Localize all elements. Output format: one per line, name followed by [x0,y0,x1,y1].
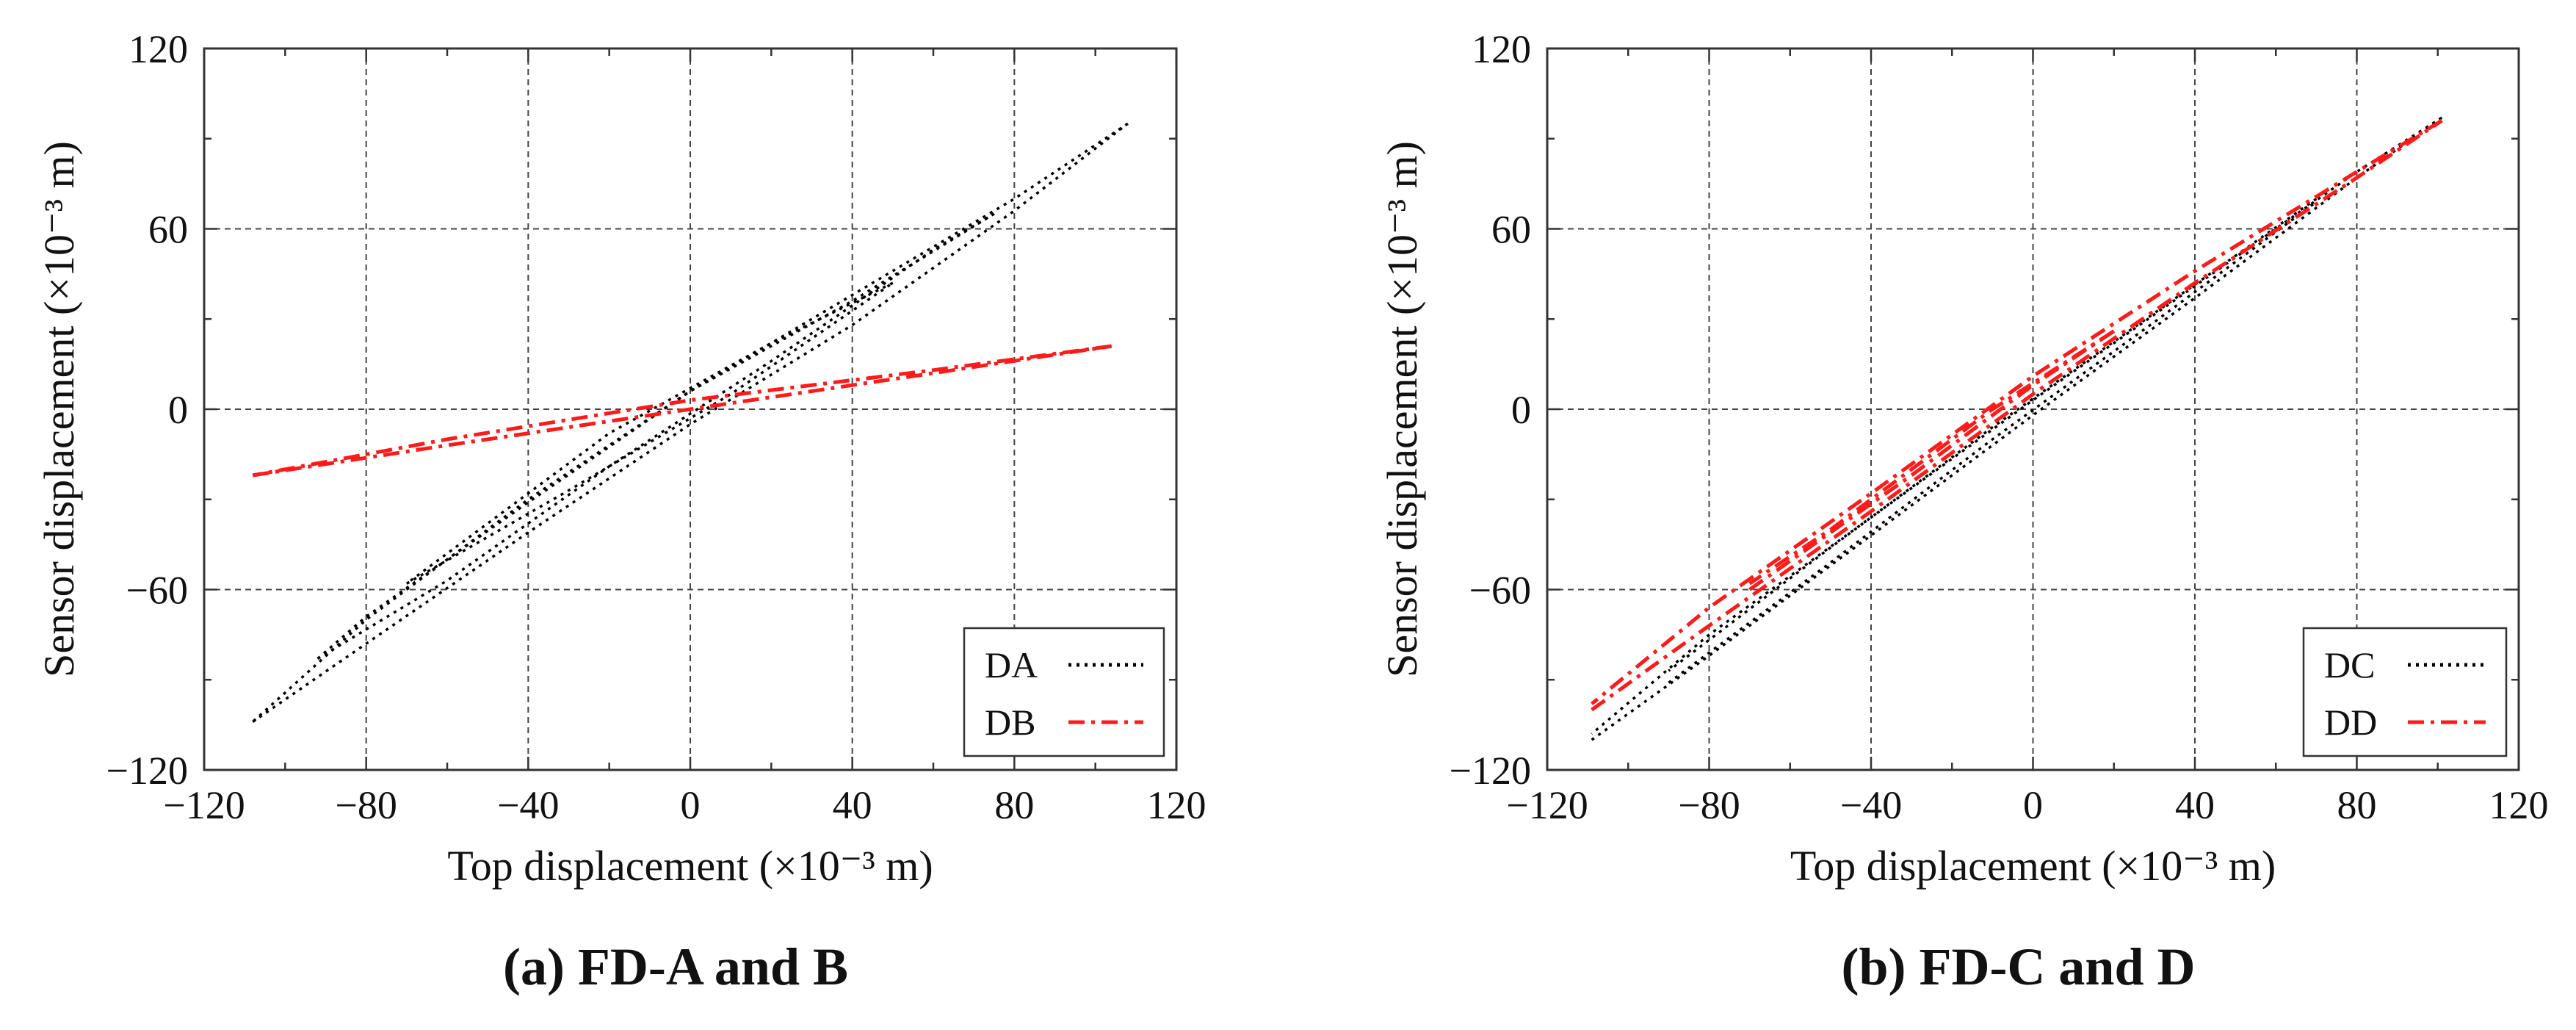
series-da-line [316,212,995,660]
x-tick-label: −120 [1506,783,1588,827]
series-dc-line [1668,201,2318,684]
legend-label-dd: DD [2324,702,2377,743]
y-tick-label: −60 [1469,569,1531,613]
legend-box [2302,627,2508,757]
x-tick-label: −80 [1678,783,1740,827]
series-dc-line [1668,198,2318,672]
x-tick-label: −120 [163,783,245,827]
series-da-line [252,122,1129,723]
y-tick-label: 120 [1472,27,1531,71]
series-dd-line [1591,119,2443,705]
x-tick-label: 80 [2337,783,2377,827]
chart-2: −120 −80 −40 0 40 80 120 −120 −60 0 60 120 Top displ… [1378,27,2549,996]
x-tick-label: 0 [681,783,701,827]
series-dd-line [1748,329,2116,591]
series-db-line [252,344,1112,478]
x-tick-label: 40 [2175,783,2215,827]
figure-caption: (b) FD-C and D [1841,937,2195,996]
x-tick-label: −80 [335,783,397,827]
series-dc-line [1591,116,2443,735]
y-axis-label: Sensor displacement (×10⁻³ m) [35,141,83,677]
figure-caption: (a) FD-A and B [503,937,848,996]
x-axis-label: Top displacement (×10⁻³ m) [1790,842,2276,890]
y-axis-label: Sensor displacement (×10⁻³ m) [1378,141,1426,677]
series-dd-line [1748,329,2116,586]
x-tick-label: 120 [2489,783,2549,827]
series-db-line [252,344,1112,478]
y-tick-label: −120 [1450,749,1531,793]
x-tick-label: 0 [2023,783,2043,827]
legend: DC DD [2302,627,2508,757]
y-tick-label: −60 [126,569,188,613]
legend-label-db: DB [985,702,1035,743]
x-tick-label: −40 [1840,783,1902,827]
series-dd-line [1591,119,2443,712]
y-tick-label: 60 [148,208,188,252]
x-tick-label: 80 [994,783,1034,827]
x-axis-label: Top displacement (×10⁻³ m) [447,842,933,890]
chart-1: −120 −80 −40 0 40 80 120 −120 −60 0 60 120 Top displ… [35,27,1206,996]
y-tick-label: 0 [168,388,188,432]
legend: DA DB [963,627,1165,757]
y-tick-label: 0 [1511,388,1531,432]
x-tick-label: −40 [497,783,559,827]
x-tick-label: 40 [833,783,872,827]
y-tick-label: 120 [129,27,188,71]
y-tick-label: 60 [1491,208,1531,252]
legend-label-da: DA [985,644,1038,685]
legend-box [963,627,1165,757]
y-tick-label: −120 [106,749,188,793]
series-da-line [405,281,894,585]
legend-label-dc: DC [2324,644,2375,685]
x-tick-label: 120 [1147,783,1206,827]
series-da-line [316,212,995,660]
